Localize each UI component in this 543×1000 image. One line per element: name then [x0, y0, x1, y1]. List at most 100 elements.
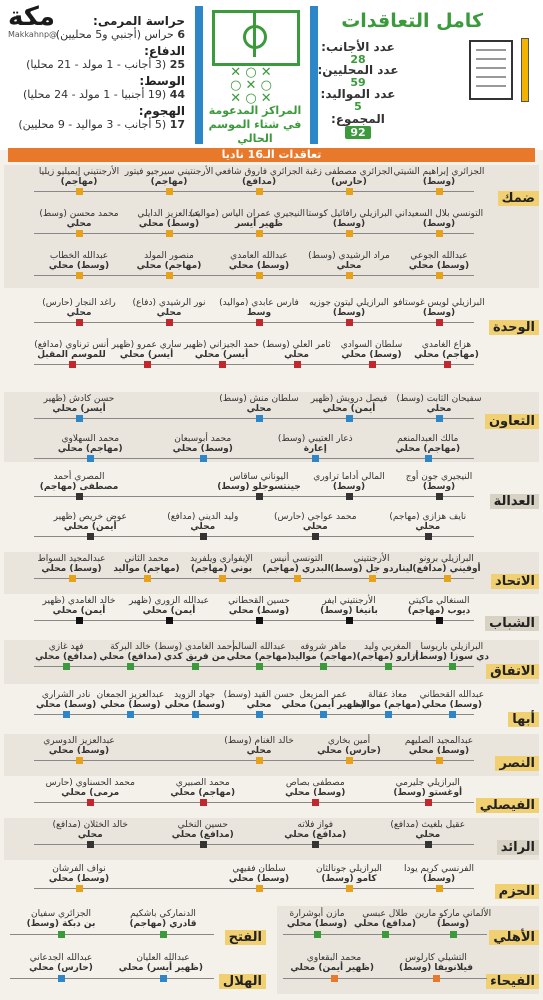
- player-role: (مهاجم): [150, 177, 188, 187]
- row-line: [34, 496, 474, 497]
- player-entry: حسن القيد (وسط) محلي: [213, 690, 305, 710]
- player-entry: وليد الديني (مدافع) محلي: [157, 512, 249, 532]
- player-name: فهد غازي: [48, 642, 84, 652]
- player-role: (وسط) محلي: [48, 746, 110, 756]
- player-entry: حسين القحطاني (وسط) محلي: [213, 596, 305, 616]
- player-name: خالد البركة: [110, 642, 151, 652]
- player-entry: التونسي بلال السعيداني (وسط): [393, 209, 485, 229]
- player-marker: [256, 617, 263, 624]
- player-role: (وسط): [422, 482, 456, 492]
- player-entry: راغد النجار (حارس) محلي: [33, 298, 125, 318]
- player-marker: [58, 931, 65, 938]
- player-entry: الأرجنتيني ايفر بانيغا (وسط): [303, 596, 395, 616]
- player-name: محمد الثاني: [124, 554, 169, 564]
- team-section: الفيحاء التشيلي كارلوس فيلانويفا (وسط) محمد…: [277, 950, 539, 994]
- player-marker: [424, 799, 432, 806]
- player-marker: [127, 663, 135, 670]
- player-entry: محمد الحسناوي (حارس مرمى) محلي: [44, 778, 136, 798]
- player-role: (مدافع) محلي: [171, 830, 234, 840]
- player-role: محلي: [77, 830, 103, 840]
- player-name: سفيحان الثابت (وسط): [396, 394, 482, 404]
- player-marker: [433, 975, 440, 982]
- player-name: محمد أبوسبعان: [174, 434, 232, 444]
- team-section: الوحدة البرازيلي لويس غوستافو (وسط) البرازي…: [4, 296, 539, 374]
- player-name: حسين النخلي: [177, 820, 228, 830]
- player-role: محلي: [246, 746, 272, 756]
- player-name: هزاع الغامدي: [421, 340, 472, 350]
- player-entry: فهد غازي (مدافع) محلي: [20, 642, 112, 662]
- player-marker: [160, 975, 167, 982]
- player-name: عبدالله السالم: [232, 642, 286, 652]
- player-name: خالد الخثلان (مدافع): [52, 820, 128, 830]
- divider-bar-right: [310, 6, 318, 144]
- player-role: البدري (مهاجم): [262, 564, 331, 574]
- player-marker: [436, 188, 443, 195]
- player-role: (مهاجم) محلي: [136, 261, 202, 271]
- player-entry: الألماني ماركو مارين (وسط): [413, 909, 493, 929]
- player-name: ذعار العتيبي (وسط): [277, 434, 353, 444]
- player-name: ماهر شروفه: [300, 642, 347, 652]
- row-line: [34, 191, 474, 192]
- player-name: محمد البقعاوي: [306, 953, 362, 963]
- player-role: (وسط): [422, 177, 456, 187]
- player-marker: [256, 319, 263, 326]
- player-entry: ماهر شروفه (مهاجم) مواليد: [277, 642, 369, 662]
- player-role: ليناردو جل (وسط): [330, 564, 413, 574]
- player-entry: البرازيلي لويس غوستافو (وسط): [393, 298, 485, 318]
- player-name: منصور المولد: [144, 251, 194, 261]
- player-marker: [424, 841, 432, 848]
- player-name: الجزائري إبراهيم الشيتي: [393, 167, 485, 177]
- player-role: للموسم المقبل: [37, 350, 106, 360]
- team-section: الرائد عقيل بلغيث (مدافع) محلي فواز فلاته (م…: [4, 818, 539, 860]
- player-role: بوني (مهاجم): [190, 564, 253, 574]
- player-marker: [346, 188, 353, 195]
- player-entry: النيجيري جون أوج (وسط): [393, 472, 485, 492]
- player-role: (وسط) محلي: [228, 261, 290, 271]
- player-marker: [58, 975, 65, 982]
- player-entry: البرازيلي جليرمي أوغستو (وسط): [382, 778, 474, 798]
- player-entry: البرازيلي رافائيل كوستا (وسط): [303, 209, 395, 229]
- player-name: ثامر العلي (وسط): [262, 340, 331, 350]
- team-name: الفيصلي: [475, 798, 539, 813]
- player-marker: [191, 663, 199, 670]
- player-name: محمد الحسناوي (حارس: [45, 778, 135, 788]
- player-name: ساري عمرو (ظهير: [111, 340, 182, 350]
- player-marker: [143, 575, 151, 582]
- player-name: مالك العبدالمنعم: [397, 434, 459, 444]
- player-name: الجزائري سفيان: [30, 909, 92, 919]
- player-entry: خالد البركة (مدافع) محلي: [84, 642, 176, 662]
- player-name: أنس ترناوي (مدافع): [34, 340, 109, 350]
- position-value-gk: 6 حراس (أجنبي و5 محليين): [55, 28, 185, 41]
- player-marker: [443, 575, 451, 582]
- player-role: أيمن) محلي: [322, 404, 376, 414]
- player-entry: السنغالي ماكيتي ديوب (مهاجم): [393, 596, 485, 616]
- player-marker: [436, 885, 443, 892]
- player-name: محمد محسن (وسط): [39, 209, 119, 219]
- player-role: (وسط) محلي: [286, 919, 348, 929]
- player-entry: عبدالله الخطاب (وسط) محلي: [33, 251, 125, 271]
- player-marker: [87, 455, 95, 462]
- player-name: سلطان منش (وسط): [219, 394, 299, 404]
- row-line: [34, 418, 474, 419]
- position-value-def: 25 (3 أجانب - 1 مولد - 21 محليا): [26, 58, 185, 71]
- player-name: أمين بخاري: [327, 736, 371, 746]
- player-marker: [87, 533, 95, 540]
- row-line: [34, 844, 474, 845]
- player-name: عبدالعزيز الدايلي: [137, 209, 201, 219]
- brand: مكة Makkahnp@: [8, 4, 98, 39]
- team-name: الشباب: [485, 616, 539, 631]
- player-entry: خالد الغنام (وسط) محلي: [213, 736, 305, 756]
- player-entry: ذعار العتيبي (وسط) إعارة: [269, 434, 361, 454]
- player-role: محلي: [415, 830, 441, 840]
- row-line: [34, 888, 474, 889]
- player-marker: [166, 617, 173, 624]
- player-marker: [218, 575, 226, 582]
- player-role: محلي: [66, 308, 92, 318]
- player-marker: [443, 361, 451, 368]
- player-role: (وسط) محلي: [408, 261, 470, 271]
- team-section: ضمك الجزائري إبراهيم الشيتي (وسط) الجزائري …: [4, 165, 539, 288]
- team-name: الاتحاد: [491, 574, 539, 589]
- player-name: عقيل بلغيث (مدافع): [390, 820, 466, 830]
- player-entry: فواز فلاته (مدافع) محلي: [269, 820, 361, 840]
- team-section: أبها عبدالله القحطاني (وسط) محلي معاذ عقالة…: [4, 688, 539, 730]
